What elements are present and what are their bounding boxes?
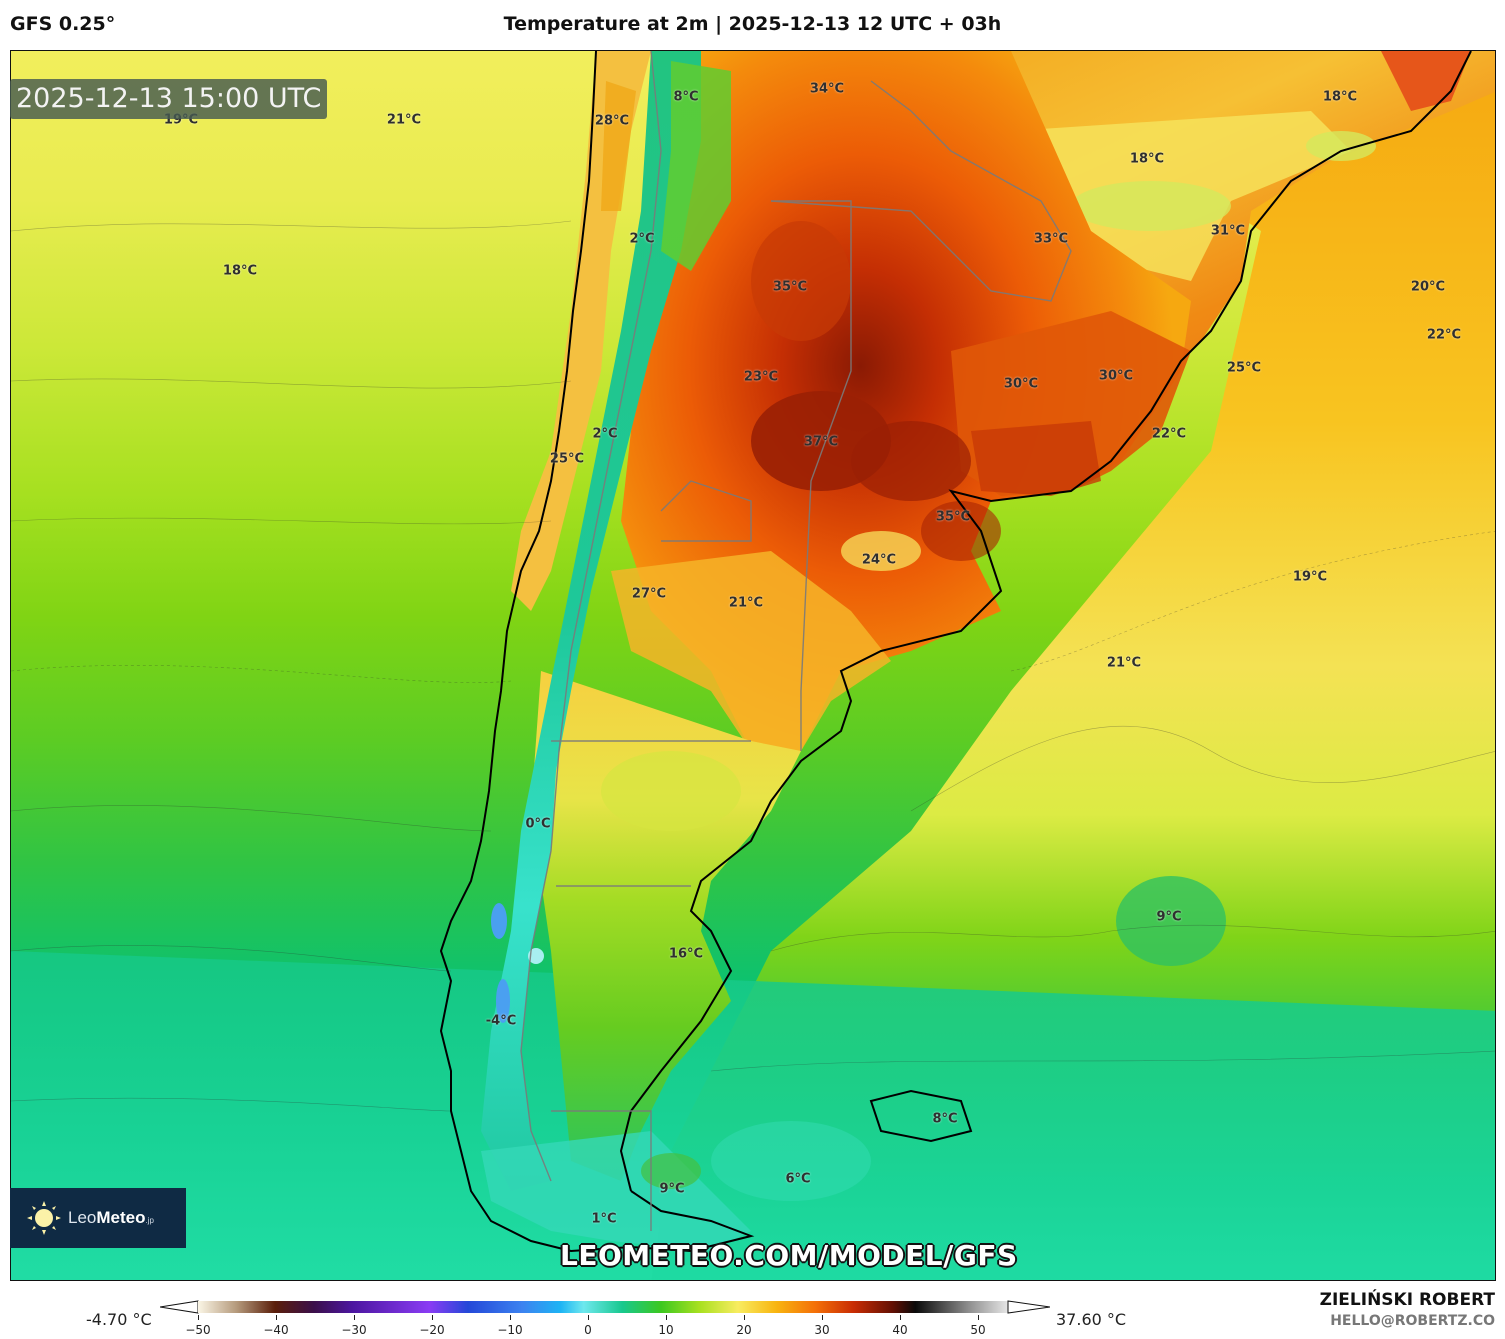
colorbar-tick-label: −40 xyxy=(263,1323,289,1337)
temperature-label: 8°C xyxy=(932,1111,958,1127)
colorbar-tick-mark xyxy=(198,1315,199,1320)
colorbar-tick-label: 50 xyxy=(970,1323,986,1337)
colorbar-tick-label: 0 xyxy=(584,1323,592,1337)
colorbar-tick-label: 20 xyxy=(736,1323,752,1337)
temperature-label: 35°C xyxy=(772,279,808,295)
temperature-label: 21°C xyxy=(386,112,422,128)
coastline xyxy=(439,51,1472,1253)
colorbar-tick-mark xyxy=(354,1315,355,1320)
temperature-label: 2°C xyxy=(592,426,618,442)
temperature-label: 20°C xyxy=(1410,279,1446,295)
colorbar-tick-mark xyxy=(822,1315,823,1320)
temperature-label: 21°C xyxy=(1106,655,1142,671)
colorbar-tick-label: −50 xyxy=(185,1323,211,1337)
temperature-label: 21°C xyxy=(728,595,764,611)
author-email: HELLO@ROBERTZ.CO xyxy=(1330,1313,1495,1329)
temperature-label: 16°C xyxy=(668,946,704,962)
leometeo-logo[interactable]: LeoMeteo.jp xyxy=(10,1188,186,1248)
colorbar-tick-mark xyxy=(588,1315,589,1320)
temperature-label: 37°C xyxy=(803,434,839,450)
colorbar-tick-mark xyxy=(900,1315,901,1320)
colorbar-min-label: -4.70 °C xyxy=(86,1310,152,1329)
temperature-label: 30°C xyxy=(1098,368,1134,384)
temperature-label: 28°C xyxy=(594,113,630,129)
sun-icon xyxy=(27,1201,61,1235)
temperature-label: 19°C xyxy=(1292,569,1328,585)
colorbar xyxy=(160,1300,1050,1314)
model-label: GFS 0.25° xyxy=(10,13,116,35)
temperature-label: 18°C xyxy=(1129,151,1165,167)
temperature-label: 31°C xyxy=(1210,223,1246,239)
temperature-label: 0°C xyxy=(525,816,551,832)
temperature-label: 22°C xyxy=(1151,426,1187,442)
temperature-label: 2°C xyxy=(629,231,655,247)
temperature-label: 27°C xyxy=(631,586,667,602)
colorbar-max-label: 37.60 °C xyxy=(1056,1310,1127,1329)
temperature-label: -4°C xyxy=(485,1013,517,1029)
author-credit: ZIELIŃSKI ROBERT HELLO@ROBERTZ.CO xyxy=(1320,1290,1495,1329)
colorbar-tick-mark xyxy=(978,1315,979,1320)
chart-title: Temperature at 2m | 2025-12-13 12 UTC + … xyxy=(503,13,1002,35)
temperature-label: 33°C xyxy=(1033,231,1069,247)
temperature-label: 9°C xyxy=(659,1181,685,1197)
temperature-label: 22°C xyxy=(1426,327,1462,343)
colorbar-tick-label: −20 xyxy=(419,1323,445,1337)
temperature-field xyxy=(11,51,1495,1280)
temperature-label: 25°C xyxy=(549,451,585,467)
colorbar-tick-label: 30 xyxy=(814,1323,830,1337)
temperature-label: 1°C xyxy=(591,1211,617,1227)
colorbar-tick-mark xyxy=(432,1315,433,1320)
temperature-label: 25°C xyxy=(1226,360,1262,376)
watermark-url: LEOMETEO.COM/MODEL/GFS xyxy=(560,1239,1018,1272)
borders xyxy=(520,51,1072,1231)
colorbar-tick-label: −30 xyxy=(341,1323,367,1337)
author-name: ZIELIŃSKI ROBERT xyxy=(1319,1290,1495,1310)
isotherms xyxy=(11,220,1495,1112)
temperature-label: 35°C xyxy=(935,509,971,525)
temperature-label: 24°C xyxy=(861,552,897,568)
colorbar-ticks: −50 −40 −30 −20 −10 0 10 20 30 40 50 xyxy=(0,1315,1505,1339)
colorbar-tick-label: 40 xyxy=(892,1323,908,1337)
colorbar-tick-mark xyxy=(744,1315,745,1320)
temperature-label: 34°C xyxy=(809,81,845,97)
temperature-label: 9°C xyxy=(1156,909,1182,925)
colorbar-tick-mark xyxy=(666,1315,667,1320)
temperature-label: 6°C xyxy=(785,1171,811,1187)
colorbar-tick-mark xyxy=(510,1315,511,1320)
temperature-label: 18°C xyxy=(222,263,258,279)
valid-time-badge: 2025-12-13 15:00 UTC xyxy=(10,79,328,119)
temperature-label: 8°C xyxy=(673,89,699,105)
temperature-label: 18°C xyxy=(1322,89,1358,105)
logo-text: LeoMeteo.jp xyxy=(68,1208,154,1227)
temperature-label: 23°C xyxy=(743,369,779,385)
colorbar-tick-mark xyxy=(276,1315,277,1320)
colorbar-tick-label: 10 xyxy=(658,1323,674,1337)
temperature-map[interactable]: 19°C 21°C 8°C 28°C 34°C 18°C 18°C 18°C 2°C 33°C 31… xyxy=(10,50,1496,1281)
temperature-label: 30°C xyxy=(1003,376,1039,392)
colorbar-tick-label: −10 xyxy=(497,1323,523,1337)
